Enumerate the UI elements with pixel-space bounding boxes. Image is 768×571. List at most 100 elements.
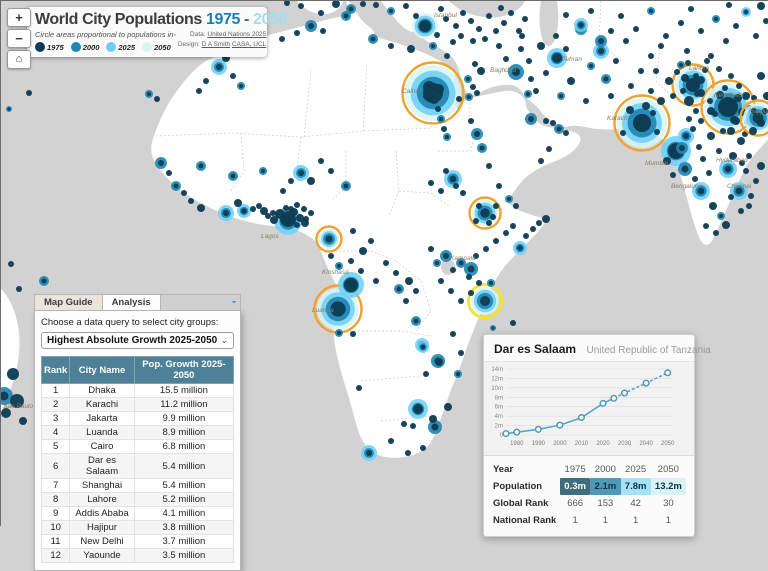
tab-analysis[interactable]: Analysis bbox=[103, 295, 161, 310]
city-bubble[interactable] bbox=[16, 286, 22, 292]
city-bubble[interactable] bbox=[726, 2, 732, 8]
city-bubble[interactable] bbox=[510, 223, 516, 229]
city-bubble[interactable] bbox=[7, 368, 19, 380]
city-bubble[interactable] bbox=[393, 270, 399, 276]
city-bubble[interactable] bbox=[563, 130, 569, 136]
city-bubble[interactable] bbox=[348, 258, 354, 264]
city-bubble[interactable] bbox=[435, 358, 443, 366]
city-bubble[interactable] bbox=[522, 16, 528, 22]
city-bubble[interactable] bbox=[230, 73, 236, 79]
city-bubble[interactable] bbox=[450, 39, 456, 45]
city-bubble[interactable] bbox=[486, 220, 492, 226]
city-bubble[interactable] bbox=[553, 33, 559, 39]
city-bubble[interactable] bbox=[387, 7, 395, 15]
city-bubble[interactable] bbox=[567, 77, 575, 85]
city-bubble[interactable] bbox=[670, 172, 676, 178]
city-bubble[interactable] bbox=[450, 331, 456, 337]
city-bubble[interactable] bbox=[704, 58, 710, 64]
city-bubble[interactable] bbox=[39, 276, 49, 286]
city-bubble[interactable] bbox=[493, 238, 499, 244]
city-bubble[interactable] bbox=[361, 445, 377, 461]
city-bubble[interactable] bbox=[456, 96, 462, 102]
city-bubble[interactable] bbox=[543, 70, 549, 76]
city-bubble[interactable] bbox=[288, 206, 294, 212]
city-bubble[interactable] bbox=[453, 183, 459, 189]
city-bubble[interactable] bbox=[663, 33, 669, 39]
city-bubble[interactable] bbox=[270, 216, 278, 224]
city-bubble[interactable] bbox=[145, 90, 153, 98]
city-bubble[interactable] bbox=[448, 288, 454, 294]
city-bubble[interactable] bbox=[413, 288, 419, 294]
city-bubble[interactable] bbox=[557, 92, 565, 100]
city-bubble[interactable] bbox=[250, 206, 256, 212]
city-bubble[interactable] bbox=[618, 13, 624, 19]
city-bubble[interactable] bbox=[335, 329, 343, 337]
city-bubble[interactable] bbox=[388, 438, 394, 444]
city-bubble[interactable] bbox=[360, 1, 366, 7]
city-bubble[interactable] bbox=[703, 223, 709, 229]
city-bubble[interactable] bbox=[320, 28, 326, 34]
city-bubble[interactable] bbox=[748, 193, 754, 199]
city-bubble[interactable] bbox=[468, 290, 474, 296]
city-bubble[interactable] bbox=[510, 320, 516, 326]
city-bubble[interactable] bbox=[546, 146, 552, 152]
city-bubble[interactable] bbox=[413, 404, 423, 414]
city-bubble[interactable] bbox=[757, 72, 765, 80]
city-bubble[interactable] bbox=[383, 260, 389, 266]
city-bubble[interactable] bbox=[279, 36, 285, 42]
city-bubble[interactable] bbox=[477, 143, 487, 153]
city-bubble[interactable] bbox=[757, 119, 765, 127]
city-bubble[interactable] bbox=[633, 26, 639, 32]
city-bubble[interactable] bbox=[470, 38, 476, 44]
city-bubble[interactable] bbox=[429, 415, 437, 423]
city-bubble[interactable] bbox=[270, 210, 276, 216]
city-bubble[interactable] bbox=[493, 203, 499, 209]
city-bubble[interactable] bbox=[712, 15, 720, 23]
city-bubble[interactable] bbox=[657, 97, 665, 105]
city-bubble[interactable] bbox=[368, 34, 378, 44]
city-bubble[interactable] bbox=[437, 115, 445, 123]
city-bubble[interactable] bbox=[473, 218, 479, 224]
city-bubble[interactable] bbox=[697, 89, 705, 97]
city-bubble[interactable] bbox=[483, 246, 489, 252]
city-bubble[interactable] bbox=[453, 23, 459, 29]
city-bubble[interactable] bbox=[554, 124, 564, 134]
city-bubble[interactable] bbox=[472, 61, 478, 67]
city-bubble[interactable] bbox=[608, 93, 614, 99]
city-bubble[interactable] bbox=[728, 73, 734, 79]
city-bubble[interactable] bbox=[464, 75, 472, 83]
city-bubble[interactable] bbox=[727, 127, 735, 135]
city-bubble[interactable] bbox=[358, 268, 364, 274]
city-bubble[interactable] bbox=[538, 158, 544, 164]
city-bubble[interactable] bbox=[476, 203, 482, 209]
city-bubble[interactable] bbox=[686, 116, 692, 122]
city-bubble[interactable] bbox=[595, 35, 607, 47]
city-bubble[interactable] bbox=[196, 161, 206, 171]
zoom-reset-button[interactable]: ⌂ bbox=[7, 50, 31, 69]
city-bubble[interactable] bbox=[468, 118, 474, 124]
city-bubble[interactable] bbox=[401, 421, 407, 427]
city-bubble[interactable] bbox=[633, 114, 651, 132]
city-bubble[interactable] bbox=[513, 241, 527, 255]
city-bubble[interactable] bbox=[700, 156, 706, 162]
city-bubble[interactable] bbox=[732, 117, 740, 125]
city-bubble[interactable] bbox=[458, 350, 464, 356]
city-bubble[interactable] bbox=[405, 450, 411, 456]
city-bubble[interactable] bbox=[722, 221, 730, 229]
city-bubble[interactable] bbox=[328, 168, 334, 174]
city-bubble[interactable] bbox=[423, 92, 431, 100]
city-bubble[interactable] bbox=[753, 178, 759, 184]
city-bubble[interactable] bbox=[203, 78, 209, 84]
city-bubble[interactable] bbox=[305, 20, 317, 32]
city-bubble[interactable] bbox=[6, 106, 12, 112]
casa-ucl-link[interactable]: CASA, UCL bbox=[232, 41, 266, 48]
city-bubble[interactable] bbox=[407, 45, 415, 53]
city-bubble[interactable] bbox=[717, 212, 725, 220]
city-bubble[interactable] bbox=[155, 157, 167, 169]
city-bubble[interactable] bbox=[498, 5, 504, 11]
city-bubble[interactable] bbox=[496, 43, 502, 49]
city-bubble[interactable] bbox=[477, 67, 485, 75]
city-bubble[interactable] bbox=[588, 8, 594, 14]
city-bubble[interactable] bbox=[681, 74, 689, 82]
